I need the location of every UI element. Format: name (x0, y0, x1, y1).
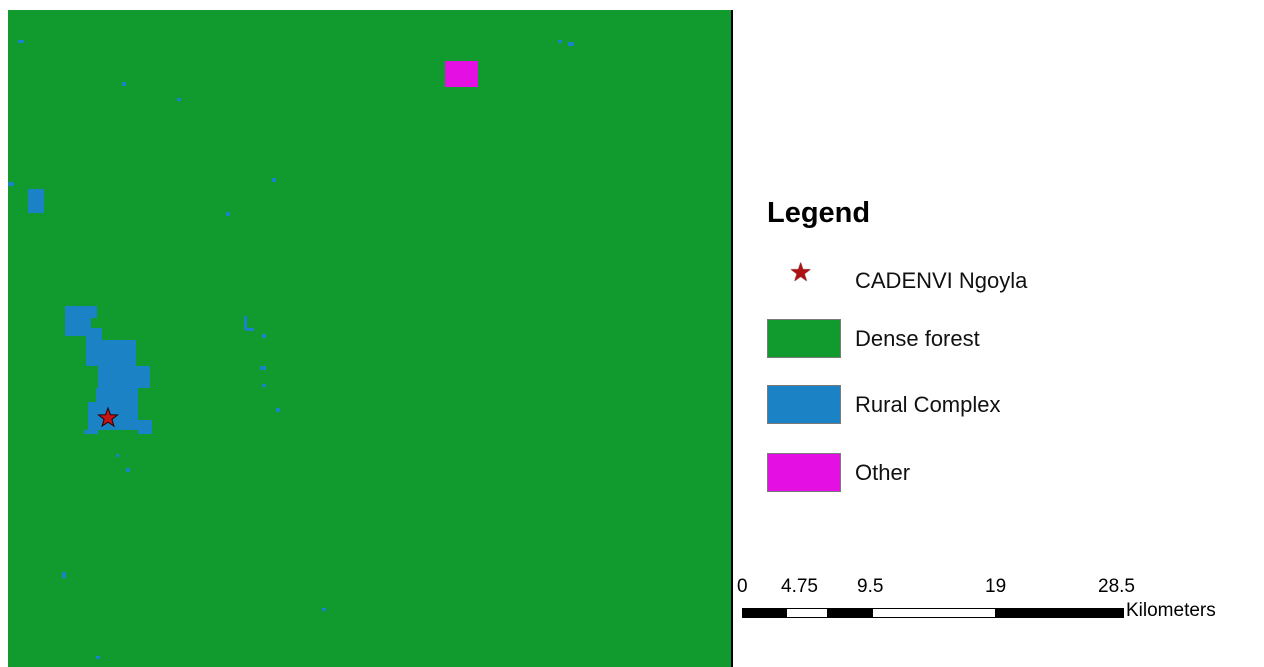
scale-tick-label: 4.75 (781, 576, 818, 597)
scale-unit-label: Kilometers (1126, 600, 1216, 621)
scale-segment (828, 608, 872, 618)
rural-speck (122, 82, 126, 86)
rural-speck (272, 178, 276, 182)
rural-speck (116, 454, 119, 457)
dense-forest-area (8, 10, 731, 667)
rural-speck (96, 656, 100, 659)
other-swatch (767, 453, 841, 492)
rural-patch (84, 430, 98, 434)
scale-segment (742, 608, 786, 618)
legend-label: CADENVI Ngoyla (855, 268, 1028, 293)
land-cover-map (8, 10, 731, 667)
rural-speck (126, 468, 130, 472)
rural-complex-areas (8, 40, 574, 659)
rural-speck (276, 408, 280, 412)
scale-tick-label: 19 (985, 576, 1007, 597)
legend-item-cadenvi-ngoyla: ★ CADENVI Ngoyla (767, 257, 1167, 301)
rural-speck (246, 328, 254, 331)
rural-complex-swatch (767, 385, 841, 424)
legend-item-other: Other (767, 453, 1167, 493)
rural-patch (28, 189, 44, 213)
rural-speck (322, 608, 326, 611)
dense-forest-swatch (767, 319, 841, 358)
legend-label: Other (855, 460, 911, 485)
scale-segment (786, 608, 828, 618)
star-icon: ★ (789, 257, 813, 287)
rural-patch (86, 328, 102, 340)
scale-segment (872, 608, 996, 618)
rural-speck (568, 42, 574, 46)
rural-patch (96, 388, 138, 402)
rural-speck (262, 334, 266, 338)
legend-item-rural-complex: Rural Complex (767, 385, 1167, 425)
rural-speck (226, 212, 230, 216)
rural-speck (62, 572, 66, 578)
other-area (445, 61, 478, 87)
rural-speck (260, 366, 266, 370)
rural-patch (65, 318, 91, 336)
legend-title: Legend (767, 197, 871, 229)
rural-speck (8, 182, 14, 186)
rural-speck (558, 40, 562, 43)
rural-patch (98, 366, 150, 388)
legend-label: Dense forest (855, 326, 980, 351)
scale-tick-label: 0 (737, 576, 748, 597)
scale-segment (996, 608, 1124, 618)
rural-patch (86, 340, 136, 366)
legend: Legend ★ CADENVI Ngoyla Dense forest Rur… (767, 195, 1167, 505)
legend-label: Rural Complex (855, 392, 1001, 417)
rural-speck (262, 384, 266, 387)
legend-item-dense-forest: Dense forest (767, 319, 1167, 359)
rural-speck (177, 98, 181, 101)
rural-speck (244, 316, 247, 330)
map-view[interactable] (8, 10, 733, 667)
rural-patch (65, 306, 97, 318)
rural-speck (18, 40, 24, 43)
rural-patch (138, 420, 152, 434)
scale-bar: 0 4.75 9.5 19 28.5 Kilometers (733, 570, 1253, 630)
scale-tick-label: 9.5 (857, 576, 884, 597)
cadenvi-ngoyla-star-icon[interactable] (97, 406, 119, 428)
scale-tick-label: 28.5 (1098, 576, 1135, 597)
